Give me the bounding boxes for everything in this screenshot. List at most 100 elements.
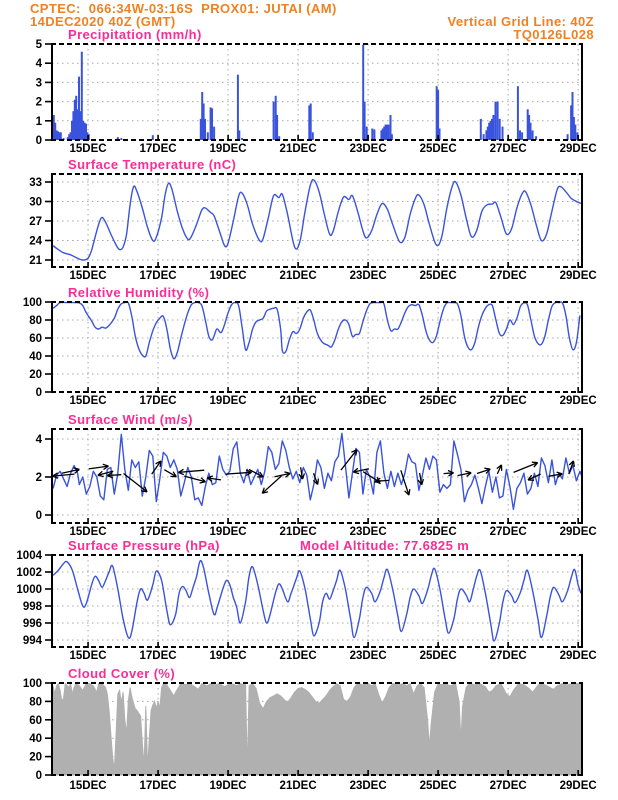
wind-arrow [97, 470, 114, 478]
x-tick-label: 17DEC [140, 395, 177, 407]
x-tick-label: 15DEC [70, 650, 107, 662]
precip-bar [492, 115, 495, 140]
precip-bar [491, 118, 493, 140]
precip-bar [54, 122, 57, 140]
x-tick-label: 29DEC [560, 526, 597, 538]
precip-bar [371, 128, 374, 140]
y-tick-label: 60 [29, 333, 42, 345]
wind-arrow [274, 471, 291, 478]
y-tick-label: 30 [29, 197, 42, 209]
y-tick-label: 4 [36, 58, 43, 70]
y-tick-label: 100 [23, 297, 42, 309]
x-tick-label: 17DEC [140, 143, 177, 155]
precip-bar [526, 109, 529, 140]
y-tick-label: 4 [36, 434, 43, 446]
precip-bar [73, 99, 76, 140]
precip-bar [311, 132, 314, 140]
x-tick-label: 23DEC [350, 270, 387, 282]
x-tick-label: 21DEC [280, 650, 317, 662]
precip-bar [71, 120, 73, 140]
x-tick-label: 29DEC [560, 143, 597, 155]
x-tick-label: 25DEC [420, 270, 457, 282]
precip-bar [438, 128, 441, 140]
y-tick-label: 80 [29, 315, 42, 327]
precip-bar [72, 111, 75, 140]
precip-bar [59, 132, 62, 140]
wind-arrow [163, 469, 177, 478]
precip-bar [76, 109, 79, 140]
precip-bar [437, 90, 440, 140]
precip-bar [57, 131, 59, 140]
precip-bar [572, 117, 575, 140]
wind-arrow [443, 469, 454, 477]
x-tick-label: 27DEC [490, 395, 527, 407]
precip-bar [204, 118, 206, 140]
x-tick-label: 19DEC [210, 270, 247, 282]
precip-bar [274, 95, 277, 140]
panel-surface-wind: 0 2 4 15DEC 17DEC 19DEC 21DEC 23DEC 25DEC 27DEC 29… [36, 428, 597, 538]
x-tick-label: 17DEC [140, 780, 177, 792]
panel-surface-temperature: 21 24 27 30 33 15DEC 17DEC 19DEC 21DEC 23DEC 25DEC… [29, 173, 597, 282]
precip-bar [272, 101, 275, 140]
wind-arrow [261, 475, 282, 494]
precip-bar [531, 130, 534, 140]
precip-bar [380, 130, 383, 140]
precip-bar [521, 132, 524, 140]
x-tick-label: 25DEC [420, 650, 457, 662]
y-tick-label: 60 [29, 715, 42, 727]
header-station-line: CPTEC: 066:34W-03:16S PROX01: JUTAI (AM) [30, 1, 337, 16]
x-tick-label: 21DEC [280, 780, 317, 792]
x-tick-label: 23DEC [350, 395, 387, 407]
precip-bar [566, 134, 569, 140]
precip-bar [383, 126, 386, 140]
header-run-code: TQ0126L028 [513, 27, 594, 42]
model-altitude-label: Model Altitude: 77.6825 m [300, 538, 470, 553]
precip-bar [498, 118, 501, 140]
precip-bar [373, 129, 376, 140]
wind-arrow [400, 470, 411, 496]
precip-bar [362, 44, 365, 140]
x-tick-label: 25DEC [420, 395, 457, 407]
wind-arrow [248, 468, 264, 478]
precip-bar [482, 134, 485, 140]
precip-bar [570, 105, 573, 140]
panel-title-surface-wind: Surface Wind (m/s) [68, 412, 193, 427]
precip-bar [381, 128, 384, 140]
x-tick-label: 21DEC [280, 143, 317, 155]
precip-bar [55, 130, 58, 140]
precip-bar [58, 132, 61, 140]
x-tick-label: 19DEC [210, 526, 247, 538]
precip-bar [52, 115, 55, 140]
x-tick-label: 25DEC [420, 526, 457, 538]
x-tick-label: 15DEC [70, 526, 107, 538]
x-tick-label: 29DEC [560, 780, 597, 792]
x-tick-label: 29DEC [560, 270, 597, 282]
y-tick-label: 24 [29, 236, 42, 248]
wind-arrow [123, 472, 148, 493]
wind-arrow [52, 472, 75, 479]
precip-bar [309, 103, 312, 140]
y-tick-label: 3 [36, 77, 42, 89]
y-tick-label: 100 [23, 678, 42, 690]
wind-arrow [298, 467, 306, 480]
precip-bar [78, 76, 80, 140]
x-tick-label: 17DEC [140, 650, 177, 662]
precip-bar [151, 135, 154, 140]
wind-arrow [548, 471, 563, 479]
precip-bar [238, 130, 241, 140]
y-tick-label: 33 [29, 177, 42, 189]
x-tick-label: 25DEC [420, 780, 457, 792]
precip-bar [390, 134, 393, 140]
x-tick-label: 27DEC [490, 526, 527, 538]
wind-arrow [568, 460, 575, 475]
precip-bar [494, 101, 497, 140]
x-tick-label: 19DEC [210, 780, 247, 792]
y-tick-label: 20 [29, 752, 42, 764]
precip-bar [384, 124, 387, 140]
precip-bar [574, 124, 577, 140]
wind-arrow [184, 475, 206, 484]
y-tick-label: 994 [23, 635, 43, 647]
precip-bar [386, 124, 388, 140]
precip-bar [365, 126, 368, 140]
precip-bar [80, 51, 83, 141]
